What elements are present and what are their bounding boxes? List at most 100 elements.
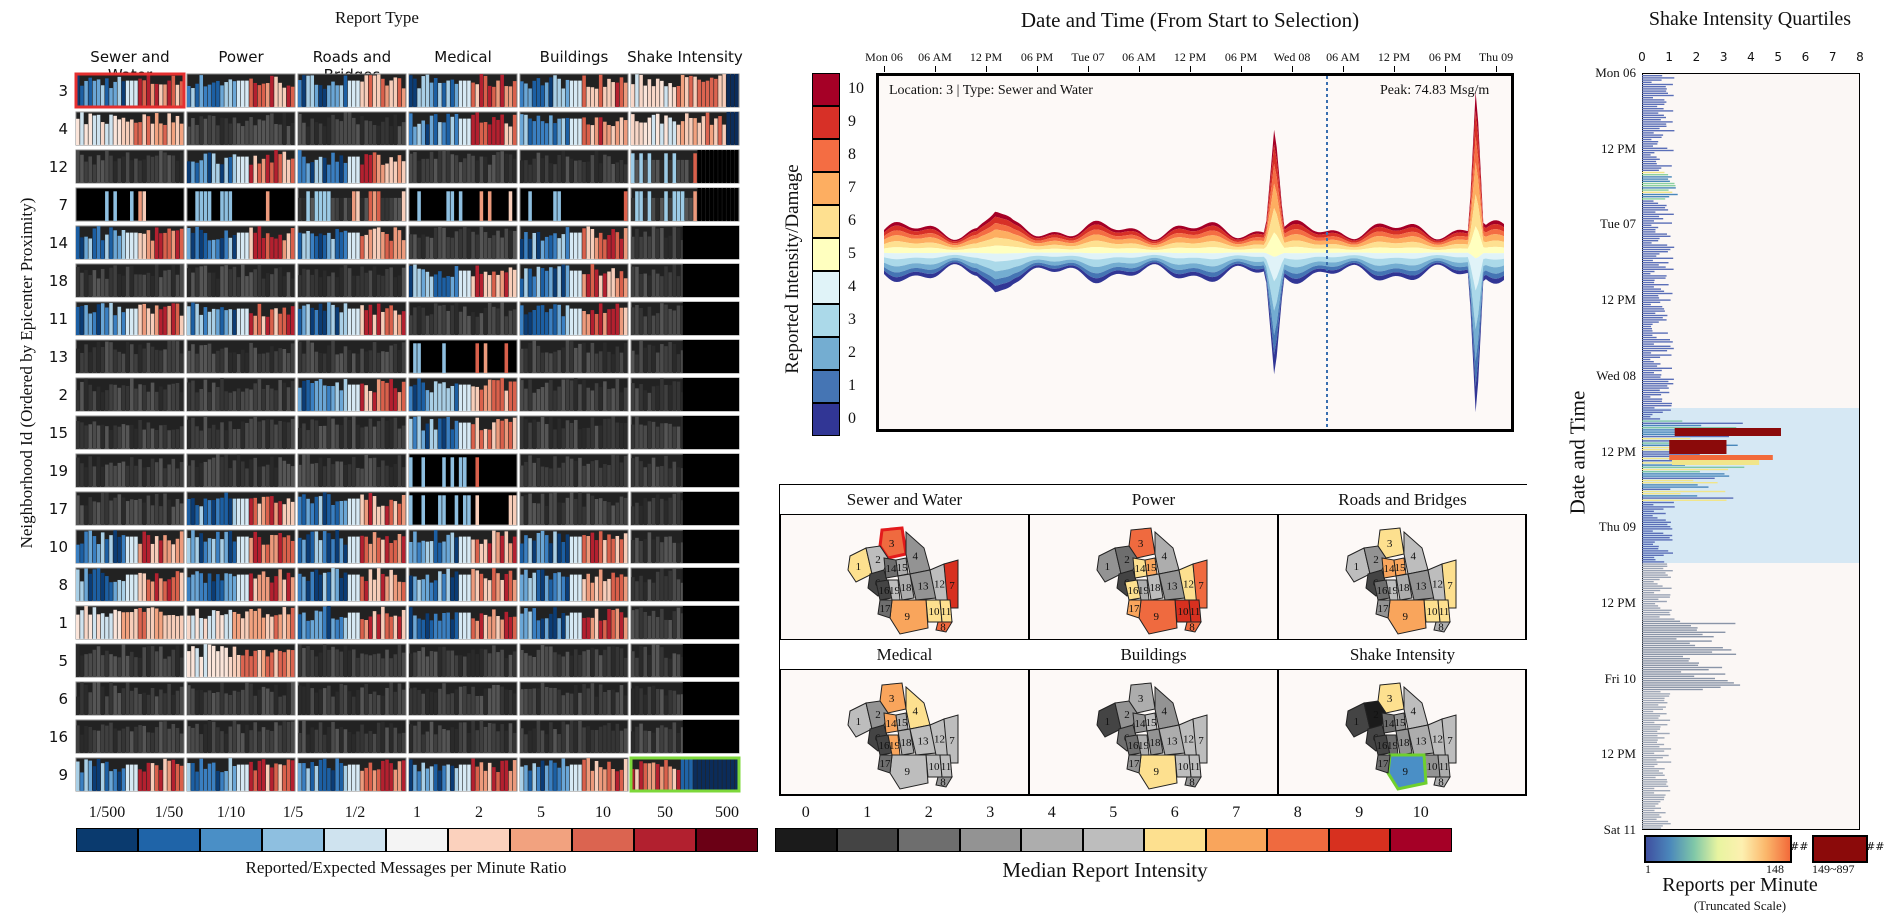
region-1[interactable] <box>847 547 873 583</box>
quartile-bar <box>1642 519 1666 521</box>
region-17[interactable] <box>1126 599 1142 619</box>
quartile-bar <box>1642 523 1668 526</box>
reports-gradient-legend <box>1644 835 1792 863</box>
stream-xtick-8: Wed 08 <box>1273 50 1311 64</box>
legend-hash-1: ## <box>1790 840 1809 853</box>
stream-xtick-mark <box>1445 66 1446 72</box>
region-17[interactable] <box>1126 754 1142 774</box>
intensity-scale-label-6: 6 <box>848 212 856 229</box>
quartile-bar <box>1642 143 1658 145</box>
map-2[interactable]: 3412614151619181312710118917 <box>1338 518 1468 638</box>
quartile-bar <box>1642 484 1698 486</box>
quartile-bar <box>1642 169 1659 171</box>
quartile-bar <box>1642 79 1662 81</box>
region-7[interactable] <box>1441 559 1457 609</box>
quartile-bar <box>1642 818 1657 820</box>
quartile-bar <box>1642 81 1652 83</box>
map-3[interactable]: 3412614151619181312710118917 <box>840 673 970 793</box>
region-7[interactable] <box>943 714 959 764</box>
stream-xtick-2: 12 PM <box>969 50 1003 64</box>
region-7[interactable] <box>943 559 959 609</box>
region-label-18: 18 <box>1150 737 1162 749</box>
quartile-bar <box>1642 242 1652 244</box>
quartile-bar <box>1642 301 1661 303</box>
quartile-bar <box>1642 794 1666 796</box>
quartile-bar <box>1642 262 1669 264</box>
intensity-scale-label-7: 7 <box>848 179 856 196</box>
region-label-2: 2 <box>1373 554 1379 566</box>
region-8[interactable] <box>1184 621 1202 633</box>
region-7[interactable] <box>1192 559 1208 609</box>
region-8[interactable] <box>935 776 953 788</box>
region-8[interactable] <box>1184 776 1202 788</box>
quartile-bar <box>1642 116 1666 119</box>
region-17[interactable] <box>1375 599 1391 619</box>
quartile-bar <box>1642 466 1745 468</box>
region-7[interactable] <box>1192 714 1208 764</box>
row-label-2: 2 <box>58 386 68 404</box>
quartile-bar <box>1642 763 1658 765</box>
quartile-bar <box>1642 358 1651 361</box>
quartile-bar <box>1642 413 1653 416</box>
region-label-13: 13 <box>918 581 930 593</box>
map-4[interactable]: 3412614151619181312710118917 <box>1089 673 1219 793</box>
region-18[interactable] <box>897 573 915 601</box>
region-label-11: 11 <box>1190 606 1201 618</box>
quartile-bar <box>1642 625 1691 627</box>
quartile-bar <box>1642 528 1673 530</box>
quartile-bar <box>1642 182 1675 185</box>
region-3[interactable] <box>1377 527 1405 559</box>
region-17[interactable] <box>877 754 893 774</box>
region-1[interactable] <box>1345 547 1371 583</box>
quartile-bar <box>1642 319 1667 321</box>
quartile-bar <box>1642 768 1665 770</box>
region-1[interactable] <box>1096 547 1122 583</box>
quartile-bar <box>1642 334 1653 336</box>
quartile-bar <box>1642 730 1658 732</box>
region-8[interactable] <box>935 621 953 633</box>
quartile-bar <box>1642 537 1670 539</box>
region-1[interactable] <box>847 702 873 738</box>
quartile-bar <box>1642 598 1659 600</box>
region-17[interactable] <box>877 599 893 619</box>
row-label-10: 10 <box>48 538 68 556</box>
region-3[interactable] <box>878 526 908 560</box>
row-label-4: 4 <box>58 120 68 138</box>
stream-xtick-3: 06 PM <box>1020 50 1054 64</box>
quartile-bar <box>1642 534 1673 537</box>
map-0[interactable]: 3412614151619181312710118917 <box>840 518 970 638</box>
region-label-2: 2 <box>1124 554 1130 566</box>
region-8[interactable] <box>1433 621 1451 633</box>
quartile-bar <box>1642 671 1682 673</box>
quartile-bar <box>1642 222 1672 224</box>
quartile-bar <box>1642 400 1662 402</box>
region-3[interactable] <box>1128 682 1156 714</box>
region-18[interactable] <box>1395 573 1413 601</box>
region-18[interactable] <box>897 728 915 756</box>
quartile-bar <box>1642 310 1665 312</box>
region-3[interactable] <box>879 682 907 714</box>
quartile-bar <box>1642 594 1671 596</box>
region-label-9: 9 <box>904 611 910 623</box>
region-18[interactable] <box>1146 728 1164 756</box>
quartile-bar <box>1642 627 1698 629</box>
quartile-bar <box>1642 136 1662 138</box>
region-label-3: 3 <box>1138 538 1144 550</box>
quartile-bar <box>1642 581 1654 583</box>
quartile-bar <box>1642 471 1700 473</box>
region-3[interactable] <box>1128 527 1156 559</box>
peak-label: Peak: 74.83 Msg/m <box>1380 83 1490 98</box>
map-1[interactable]: 3412614151619181312710118917 <box>1089 518 1219 638</box>
quartile-bar <box>1642 180 1670 182</box>
region-label-16: 16 <box>879 740 891 752</box>
quartile-bar <box>1642 158 1660 160</box>
quartile-bar <box>1642 699 1665 702</box>
quartile-bar <box>1642 396 1651 398</box>
map-panel-title-2: Roads and Bridges <box>1278 485 1527 515</box>
quartile-bar <box>1642 160 1657 163</box>
region-18[interactable] <box>1146 573 1164 601</box>
quartile-bar <box>1642 270 1655 273</box>
region-1[interactable] <box>1096 702 1122 738</box>
quartile-bar <box>1642 83 1673 86</box>
